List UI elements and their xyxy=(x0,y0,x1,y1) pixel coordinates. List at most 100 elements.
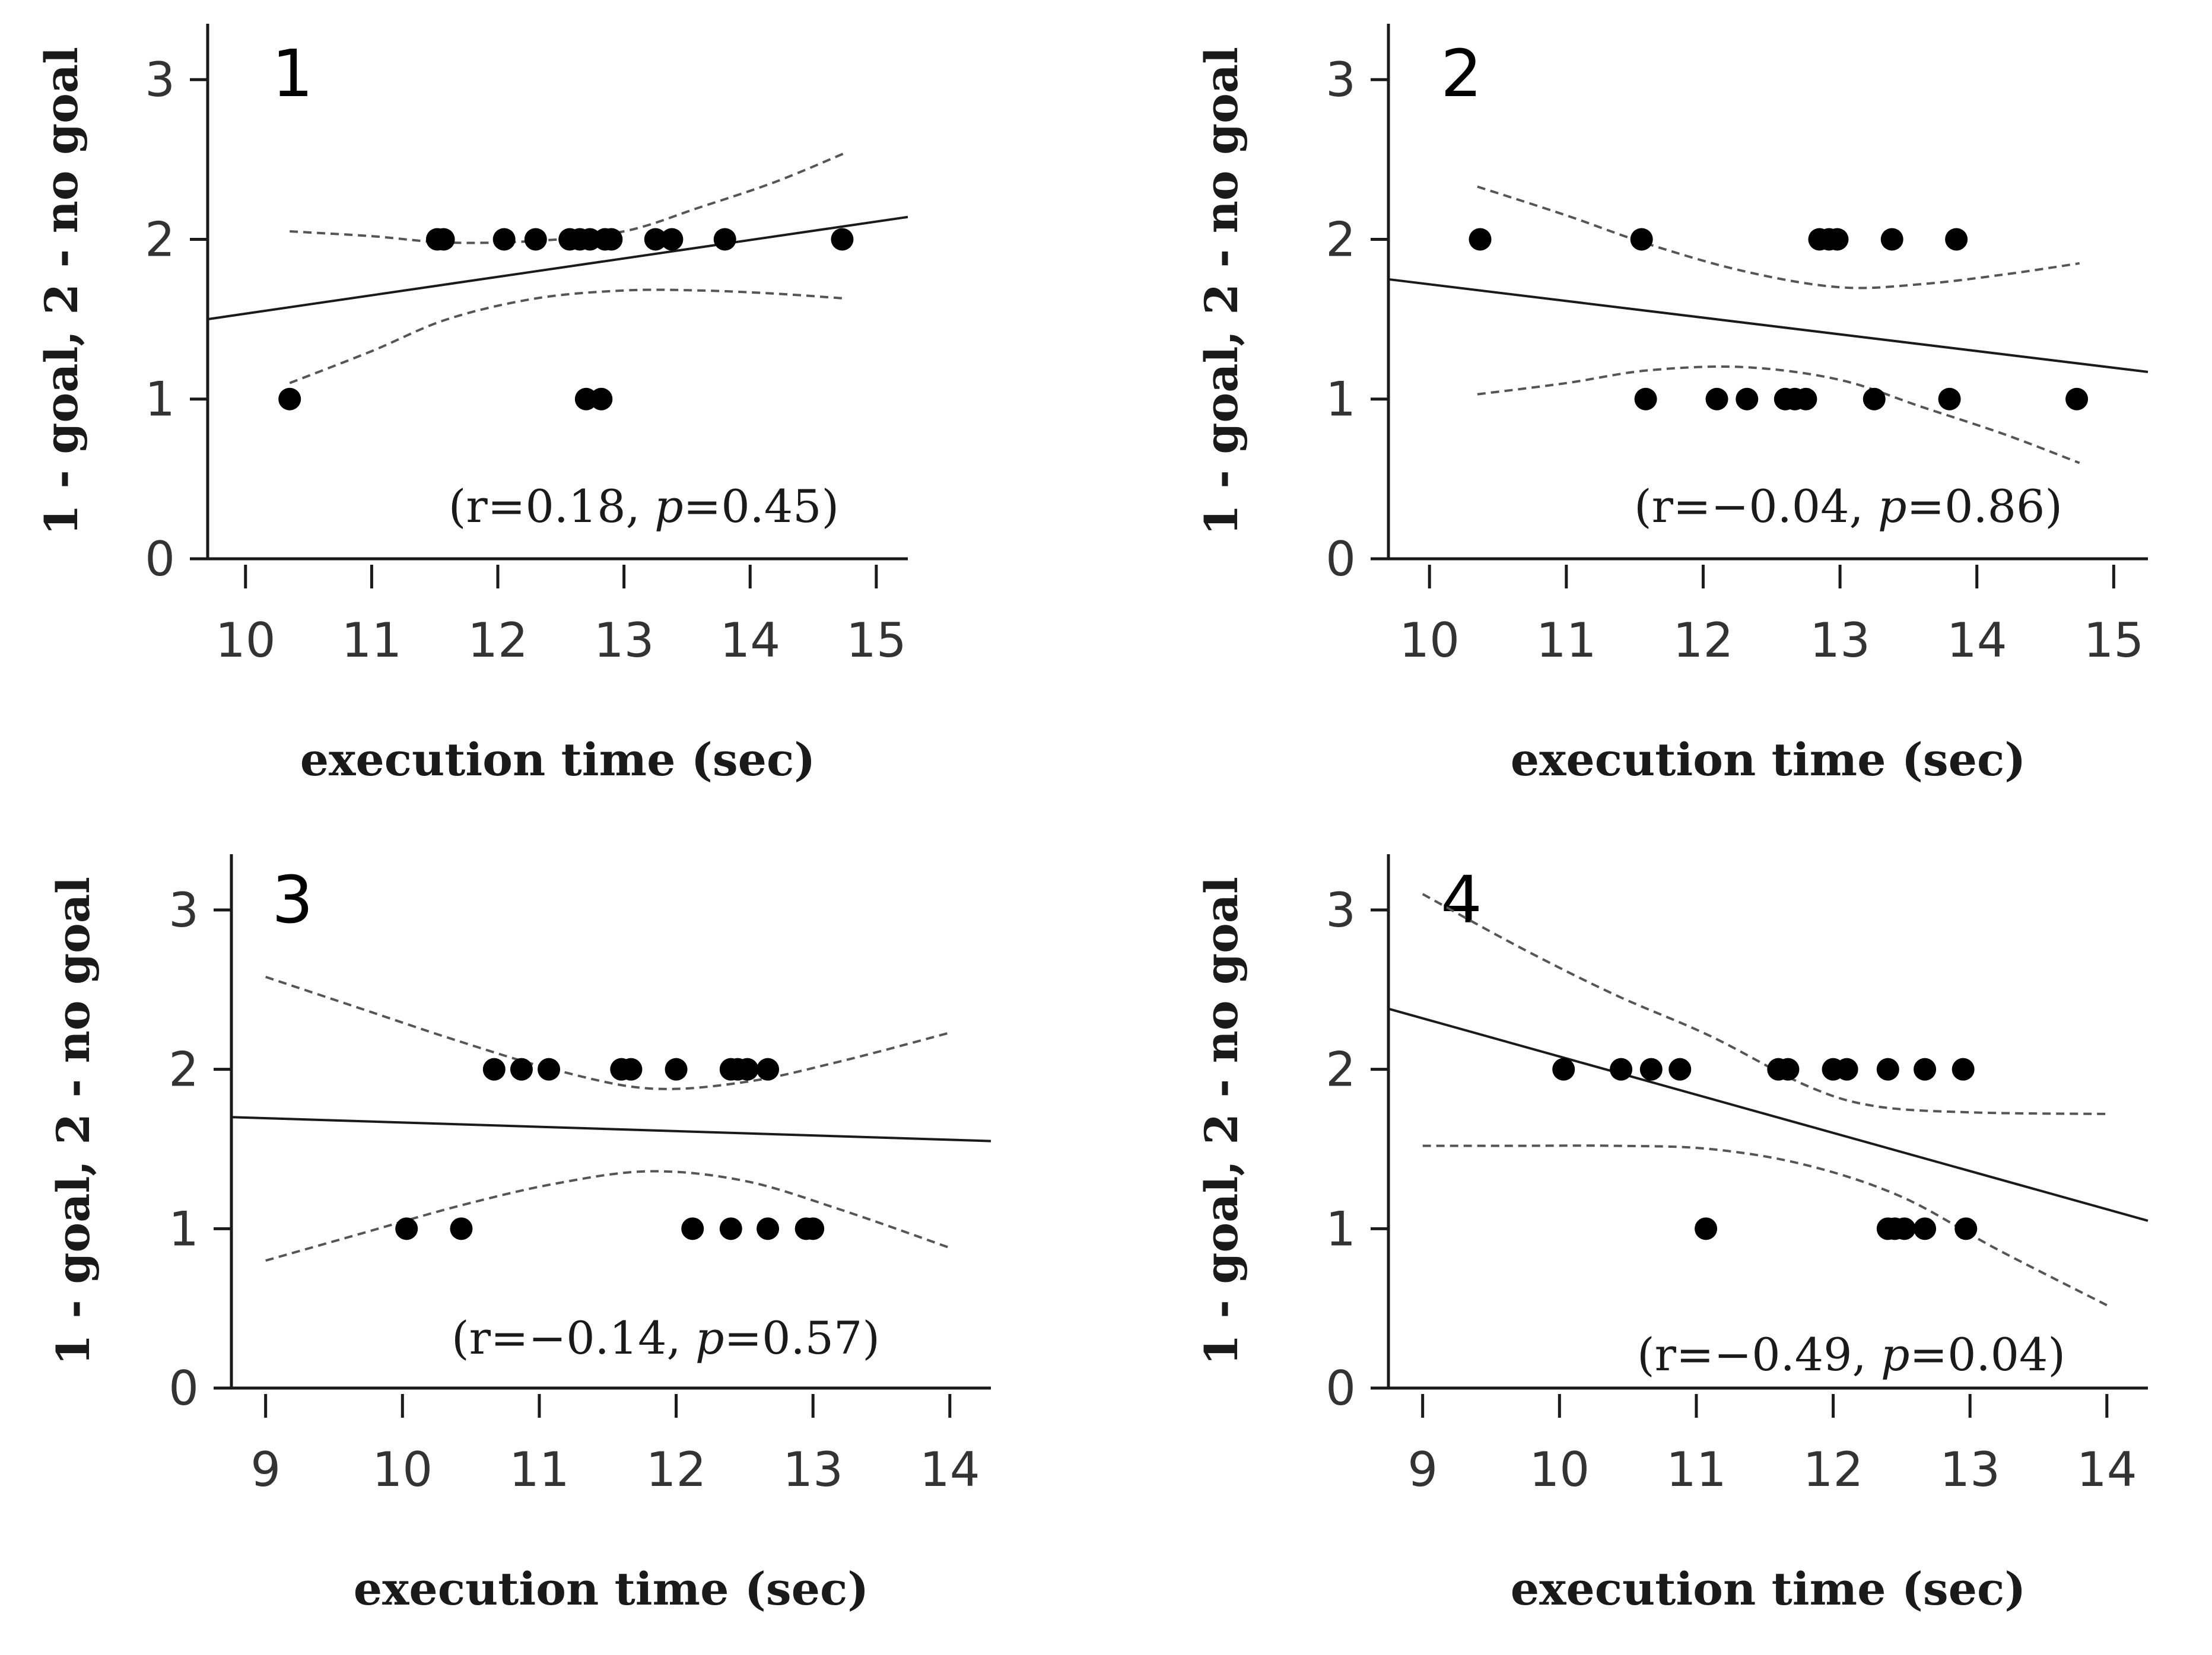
correlation-annotation: (r=0.18, p=0.45) xyxy=(449,480,839,533)
y-tick-label: 3 xyxy=(1326,883,1356,938)
annotation-suffix: =0.04) xyxy=(1909,1328,2065,1381)
data-point xyxy=(278,387,301,410)
data-point xyxy=(1794,387,1817,410)
panel-number-label: 1 xyxy=(272,36,313,112)
x-axis-title: execution time (sec) xyxy=(354,1562,869,1615)
data-point xyxy=(1938,387,1961,410)
panel-number-label: 2 xyxy=(1441,36,1482,112)
annotation-suffix: =0.86) xyxy=(1906,480,2062,533)
data-point xyxy=(538,1058,561,1081)
annotation-suffix: =0.45) xyxy=(684,480,840,533)
data-point xyxy=(1945,228,1968,251)
x-tick-label: 13 xyxy=(1940,1442,2000,1497)
correlation-annotation: (r=−0.49, p=0.04) xyxy=(1637,1328,2065,1381)
data-point xyxy=(1863,387,1886,410)
x-tick-label: 14 xyxy=(720,613,780,668)
y-tick-label: 3 xyxy=(1326,52,1356,107)
ci-lower-line xyxy=(265,1170,951,1262)
ci-upper-line xyxy=(265,976,951,1090)
data-point xyxy=(600,228,623,251)
data-point xyxy=(1954,1217,1978,1240)
data-point xyxy=(395,1217,418,1240)
data-point xyxy=(450,1217,473,1240)
data-point xyxy=(1639,1058,1663,1081)
correlation-annotation: (r=−0.04, p=0.86) xyxy=(1634,480,2062,533)
y-tick-label: 2 xyxy=(145,212,175,267)
data-point xyxy=(1695,1217,1718,1240)
data-point xyxy=(1893,1217,1916,1240)
annotation-suffix: =0.57) xyxy=(724,1312,880,1364)
regression-line xyxy=(231,1116,991,1142)
x-tick-label: 10 xyxy=(1529,1442,1590,1497)
data-point xyxy=(665,1058,688,1081)
x-tick-label: 13 xyxy=(1810,613,1870,668)
annotation-prefix: (r=−0.14, xyxy=(452,1312,695,1364)
x-tick-label: 12 xyxy=(468,613,528,668)
data-point xyxy=(1469,228,1492,251)
y-tick-label: 0 xyxy=(1326,1361,1356,1416)
ci-lower-line xyxy=(1477,365,2080,464)
x-tick-label: 15 xyxy=(2083,613,2144,668)
data-point xyxy=(1826,228,1849,251)
data-point xyxy=(1610,1058,1633,1081)
y-tick-label: 0 xyxy=(169,1361,199,1416)
ci-upper-line xyxy=(1477,185,2080,289)
annotation-prefix: (r=−0.04, xyxy=(1634,480,1878,533)
data-point xyxy=(492,228,516,251)
data-point xyxy=(590,387,613,410)
data-point xyxy=(1880,228,1903,251)
data-point xyxy=(1634,387,1657,410)
x-tick-label: 10 xyxy=(1399,613,1460,668)
x-tick-label: 10 xyxy=(215,613,276,668)
panel-number-label: 4 xyxy=(1441,862,1482,938)
annotation-p-symbol: p xyxy=(1878,480,1907,533)
data-point xyxy=(1630,228,1653,251)
x-tick-label: 12 xyxy=(646,1442,707,1497)
regression-line xyxy=(1388,1007,2149,1222)
data-point xyxy=(1914,1058,1937,1081)
data-point xyxy=(802,1217,825,1240)
x-tick-label: 9 xyxy=(1407,1442,1438,1497)
y-axis-title: 1 - goal, 2 - no goal xyxy=(35,47,88,536)
panel-number-label: 3 xyxy=(272,862,313,938)
data-point xyxy=(757,1058,780,1081)
data-point xyxy=(719,1217,742,1240)
x-axis-title: execution time (sec) xyxy=(1511,1562,2026,1615)
y-axis-title: 1 - goal, 2 - no goal xyxy=(1195,877,1248,1366)
annotation-prefix: (r=0.18, xyxy=(449,480,654,533)
x-tick-label: 14 xyxy=(2077,1442,2137,1497)
regression-line xyxy=(1388,278,2149,373)
y-tick-label: 1 xyxy=(1326,372,1356,427)
annotation-p-symbol: p xyxy=(695,1312,724,1364)
data-point xyxy=(2065,387,2089,410)
x-tick-label: 12 xyxy=(1803,1442,1864,1497)
x-tick-label: 11 xyxy=(1666,1442,1727,1497)
annotation-p-symbol: p xyxy=(654,480,684,533)
data-point xyxy=(524,228,547,251)
y-tick-label: 0 xyxy=(145,531,175,587)
data-point xyxy=(1776,1058,1800,1081)
x-axis-title: execution time (sec) xyxy=(1511,733,2026,786)
y-tick-label: 1 xyxy=(169,1201,199,1256)
data-point xyxy=(757,1217,780,1240)
data-point xyxy=(1914,1217,1937,1240)
data-point xyxy=(644,228,667,251)
data-point xyxy=(510,1058,533,1081)
y-tick-label: 0 xyxy=(1326,531,1356,587)
y-tick-label: 3 xyxy=(145,52,175,107)
data-point xyxy=(1736,387,1759,410)
regression-line xyxy=(207,215,908,321)
x-tick-label: 11 xyxy=(1536,613,1597,668)
x-axis-title: execution time (sec) xyxy=(300,733,815,786)
correlation-annotation: (r=−0.14, p=0.57) xyxy=(452,1312,880,1364)
y-tick-label: 3 xyxy=(169,883,199,938)
data-point xyxy=(1552,1058,1575,1081)
ci-upper-line xyxy=(1422,893,2107,1115)
x-tick-label: 15 xyxy=(846,613,907,668)
x-tick-label: 11 xyxy=(341,613,402,668)
